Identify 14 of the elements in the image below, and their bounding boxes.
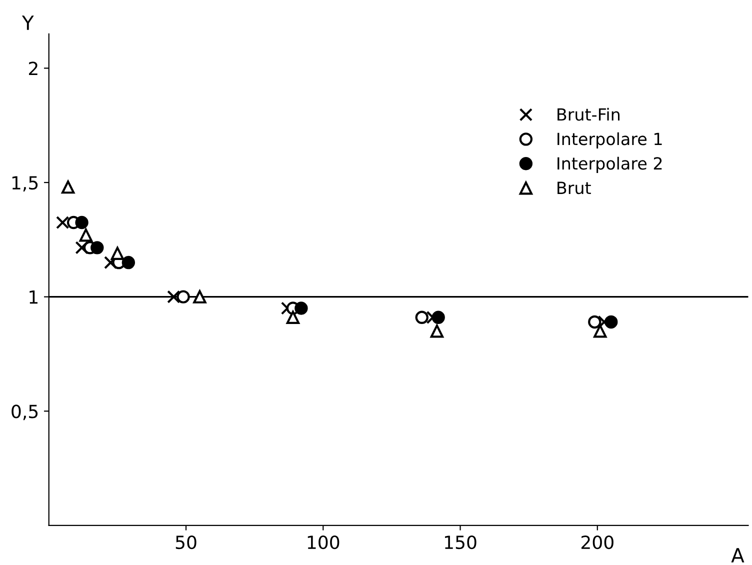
legend-label: Interpolare 2 (558, 156, 662, 173)
x-tick-label: 100 (308, 535, 340, 550)
y-axis-title: Y (22, 16, 34, 30)
x-tick-label: 50 (176, 535, 196, 550)
x-axis-title: A (731, 548, 744, 562)
x-tick-label: 200 (581, 535, 614, 550)
y-tick-label: 1,5 (12, 176, 38, 192)
y-tick-label: 0,5 (12, 404, 38, 420)
x-tick-label: 150 (445, 535, 476, 550)
legend-label: Interpolare 1 (558, 132, 662, 148)
y-tick-label: 1 (30, 290, 38, 304)
legend-label: Brut-Fin (558, 108, 620, 121)
y-tick-label: 2 (28, 62, 38, 76)
legend-label: Brut (558, 182, 591, 194)
